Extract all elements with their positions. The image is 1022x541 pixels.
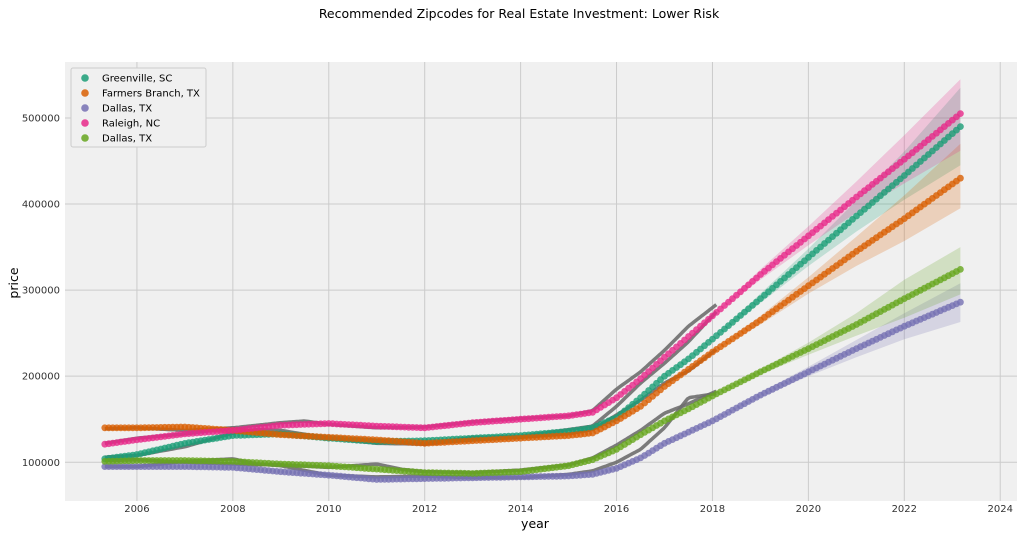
confidence-band-4 xyxy=(712,247,961,396)
legend-label: Greenville, SC xyxy=(102,74,172,85)
y-tick-label: 500000 xyxy=(22,113,60,124)
legend-item: Dallas, TX xyxy=(81,134,152,145)
axis-ticks: 2006 2008 2010 2012 2014 2016 2018 2020 2022 2024… xyxy=(22,113,1013,515)
forecast-points xyxy=(101,110,964,483)
y-axis-label: price xyxy=(6,267,21,298)
x-tick-label: 2024 xyxy=(987,504,1012,515)
data-point xyxy=(957,174,964,182)
legend-box xyxy=(70,67,207,148)
legend-item: Raleigh, NC xyxy=(81,119,160,130)
series-4-points xyxy=(101,266,964,477)
x-axis-label: year xyxy=(521,516,550,531)
x-tick-label: 2016 xyxy=(604,504,629,515)
y-tick-label: 400000 xyxy=(22,200,60,211)
chart-title: Recommended Zipcodes for Real Estate Inv… xyxy=(319,6,720,21)
legend-label: Dallas, TX xyxy=(102,104,152,115)
data-point xyxy=(957,110,964,117)
x-tick-label: 2008 xyxy=(220,504,245,515)
series-3-points xyxy=(101,110,964,448)
legend-marker xyxy=(81,119,89,127)
legend-label: Raleigh, NC xyxy=(102,119,160,130)
y-tick-label: 100000 xyxy=(22,458,60,469)
legend-marker xyxy=(81,74,89,82)
legend-marker xyxy=(81,134,89,142)
legend-marker xyxy=(81,104,89,112)
legend-marker xyxy=(81,89,89,97)
x-tick-label: 2010 xyxy=(316,504,341,515)
x-tick-label: 2006 xyxy=(124,504,149,515)
data-point xyxy=(957,298,964,306)
legend-item: Farmers Branch, TX xyxy=(81,89,200,100)
y-tick-label: 300000 xyxy=(22,286,60,297)
x-tick-label: 2012 xyxy=(412,504,437,515)
legend-label: Dallas, TX xyxy=(102,134,152,145)
legend-item: Dallas, TX xyxy=(81,104,152,115)
x-tick-label: 2020 xyxy=(796,504,821,515)
x-tick-label: 2014 xyxy=(508,504,533,515)
legend: Greenville, SC Farmers Branch, TX Dallas, … xyxy=(70,67,207,148)
series-1-points xyxy=(101,174,964,447)
legend-item: Greenville, SC xyxy=(81,74,172,85)
grid xyxy=(65,62,1017,501)
y-tick-label: 200000 xyxy=(22,372,60,383)
data-point xyxy=(957,123,964,130)
series-2-points xyxy=(101,298,964,483)
x-tick-label: 2018 xyxy=(700,504,725,515)
legend-label: Farmers Branch, TX xyxy=(102,89,200,100)
x-tick-label: 2022 xyxy=(892,504,917,515)
data-point xyxy=(957,266,964,273)
